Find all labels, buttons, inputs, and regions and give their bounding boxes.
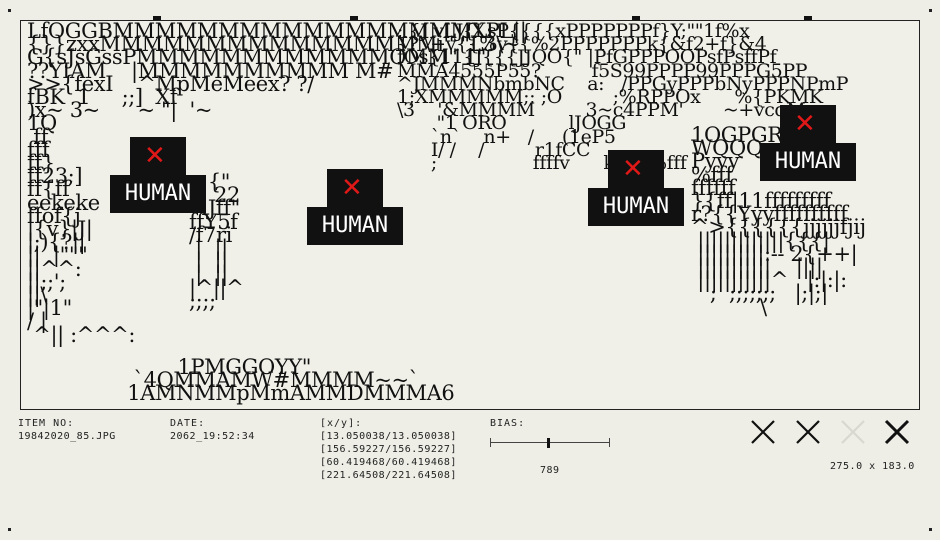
coordinate-row: [221.64508/221.64508]: [320, 470, 457, 481]
corner-dot: [8, 528, 11, 531]
human-detection-box[interactable]: ✕ HUMAN: [307, 169, 403, 245]
bias-slider-end: [490, 438, 491, 447]
reject-button-3[interactable]: [839, 418, 867, 446]
coordinates-label: [x/y]:: [320, 418, 363, 429]
ascii-art-bottom: 1PMGGOYY" `4QMMAMW#MMMM~~` 1AMNMMpMmAMMD…: [127, 355, 455, 406]
human-marker-head: ✕: [130, 137, 186, 177]
close-icon: [751, 420, 775, 444]
x-mark-icon: ✕: [144, 141, 166, 171]
image-dimensions: 275.0 x 183.0: [830, 461, 915, 472]
x-mark-icon: ✕: [794, 109, 816, 139]
human-marker-head: ✕: [327, 169, 383, 209]
human-marker-head: ✕: [780, 105, 836, 145]
ascii-art-right: 1OGPGR WQQQ Pyyy %fff ffffff }{ff|11ffff…: [691, 123, 866, 319]
date-value: 2062_19:52:34: [170, 431, 255, 442]
reject-button-2[interactable]: [794, 418, 822, 446]
date-label: DATE:: [170, 418, 206, 429]
human-detection-box[interactable]: ✕ HUMAN: [588, 150, 684, 226]
bias-value: 789: [540, 465, 560, 476]
bias-slider-thumb[interactable]: [546, 438, 550, 448]
bias-label: BIAS:: [490, 418, 526, 429]
reject-button-4[interactable]: [883, 418, 911, 446]
bias-slider-end: [609, 438, 610, 447]
ascii-art-center: {" 22 lJff" ffY5f /f7ri | || | || | || |…: [189, 170, 244, 313]
x-mark-icon: ✕: [622, 154, 644, 184]
human-label: HUMAN: [760, 143, 856, 181]
coordinate-row: [156.59227/156.59227]: [320, 444, 457, 455]
coordinate-row: [13.050038/13.050038]: [320, 431, 457, 442]
reject-button-1[interactable]: [749, 418, 777, 446]
coordinate-row: [60.419468/60.419468]: [320, 457, 457, 468]
item-number-label: ITEM NO:: [18, 418, 75, 429]
corner-dot: [929, 528, 932, 531]
human-label: HUMAN: [110, 175, 206, 213]
item-number-value: 19842020_85.JPG: [18, 431, 116, 442]
bias-slider-track[interactable]: [490, 442, 610, 443]
human-label: HUMAN: [307, 207, 403, 245]
close-icon-faded: [841, 420, 865, 444]
ascii-image-viewport[interactable]: LfOGGBMMMMMMMMMMMMMMMMMXPL|| {}}zxxMMMMM…: [20, 20, 920, 410]
x-mark-icon: ✕: [341, 173, 363, 203]
corner-dot: [8, 9, 11, 12]
human-label: HUMAN: [588, 188, 684, 226]
ascii-art-left: LfOGGBMMMMMMMMMMMMMMMMMXPL|| {}}zxxMMMMM…: [27, 20, 527, 347]
close-icon: [884, 419, 910, 445]
corner-dot: [929, 9, 932, 12]
human-marker-head: ✕: [608, 150, 664, 190]
human-detection-box[interactable]: ✕ HUMAN: [760, 105, 856, 181]
close-icon: [796, 420, 820, 444]
human-detection-box[interactable]: ✕ HUMAN: [110, 137, 206, 213]
